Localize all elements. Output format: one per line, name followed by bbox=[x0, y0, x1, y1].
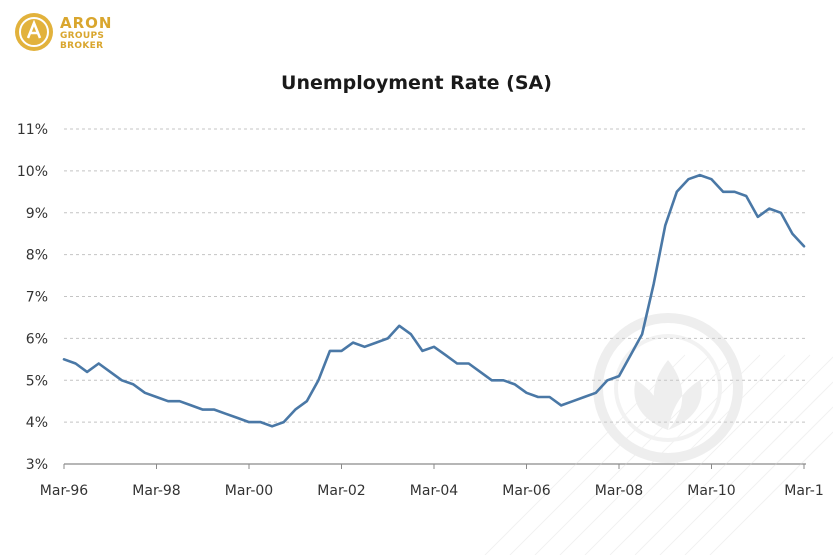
watermark bbox=[484, 313, 833, 555]
x-tick-label: Mar-08 bbox=[595, 483, 643, 499]
y-tick-label: 10% bbox=[17, 164, 48, 180]
series-line bbox=[62, 173, 806, 428]
y-tick-label: 11% bbox=[17, 122, 48, 138]
watermark-leaf-icon bbox=[634, 360, 702, 430]
x-tick-label: Mar-00 bbox=[225, 483, 273, 499]
y-tick-label: 3% bbox=[26, 457, 48, 473]
y-tick-label: 6% bbox=[26, 331, 48, 347]
brand-logo: ARON GROUPS BROKER bbox=[14, 12, 134, 56]
brand-emblem-icon bbox=[15, 13, 53, 51]
x-tick-label: Mar-10 bbox=[687, 483, 735, 499]
watermark-ring-icon bbox=[593, 313, 743, 463]
brand-name-line3: BROKER bbox=[60, 41, 104, 51]
y-tick-label: 8% bbox=[26, 248, 48, 264]
x-tick-label: Mar-02 bbox=[317, 483, 365, 499]
x-tick-label: Mar-96 bbox=[40, 483, 88, 499]
chart-title: Unemployment Rate (SA) bbox=[281, 72, 552, 94]
y-tick-label: 5% bbox=[26, 373, 48, 389]
x-tick-label: Mar-06 bbox=[502, 483, 550, 499]
x-tick-label: Mar-04 bbox=[410, 483, 458, 499]
y-tick-label: 9% bbox=[26, 206, 48, 222]
y-tick-label: 7% bbox=[26, 290, 48, 306]
brand-name-line2: GROUPS bbox=[60, 31, 105, 41]
brand-name-line1: ARON bbox=[60, 14, 113, 32]
gridlines bbox=[64, 128, 806, 465]
x-tick-label: Mar-98 bbox=[132, 483, 180, 499]
y-tick-label: 4% bbox=[26, 415, 48, 431]
watermark-stripes bbox=[484, 354, 833, 555]
axis-labels: 3% 4% 5% 6% 7% 8% 9% 10% 11% Mar-96 Mar-98 Mar-00 Ma… bbox=[17, 122, 824, 499]
x-tick-label: Mar-1 bbox=[784, 483, 823, 499]
